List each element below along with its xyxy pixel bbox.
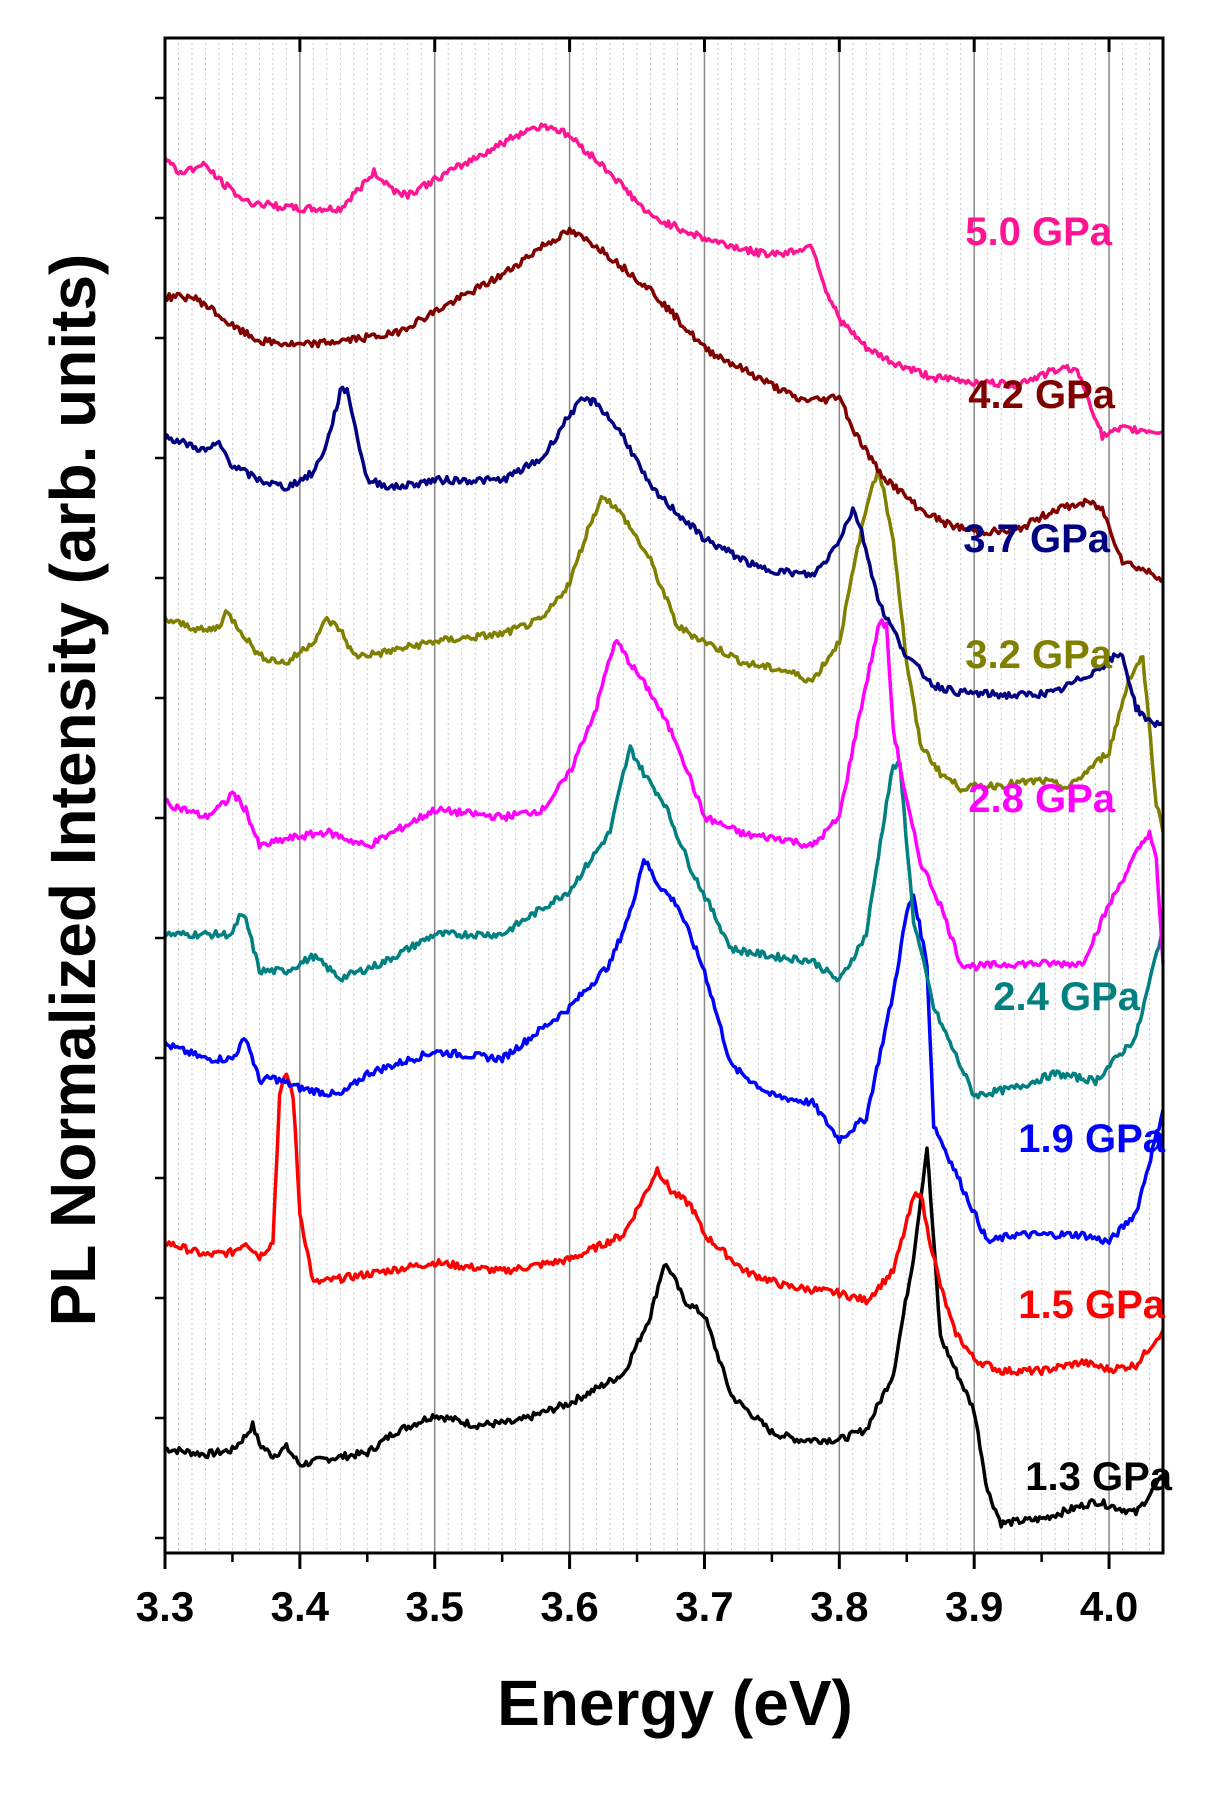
series-label: 4.2 GPa [968, 373, 1116, 417]
x-axis-title: Energy (eV) [497, 1667, 853, 1739]
series-line-32 [163, 470, 1165, 833]
plot-border [163, 36, 1165, 1555]
series-line-15 [164, 1072, 1165, 1377]
series-label: 3.2 GPa [965, 633, 1113, 677]
series-line-50 [163, 122, 1164, 441]
y-axis-title: PL Normalized Intensity (arb. units) [37, 254, 109, 1327]
x-tick-label: 3.3 [136, 1583, 194, 1630]
grid [177, 38, 1151, 1553]
series-line-28 [163, 618, 1165, 972]
x-tick-label: 3.6 [540, 1583, 598, 1630]
series-label: 1.9 GPa [1018, 1117, 1166, 1161]
x-axis: 3.3 3.4 3.5 3.6 3.7 3.8 3.9 4.0 [136, 38, 1138, 1630]
x-tick-label: 3.5 [406, 1583, 464, 1630]
x-tick-label: 3.4 [271, 1583, 330, 1630]
series-label: 5.0 GPa [965, 210, 1113, 254]
series-label: 2.8 GPa [968, 777, 1116, 821]
x-tick-label: 3.9 [945, 1583, 1003, 1630]
series-line-19 [163, 858, 1165, 1245]
series-line-42 [164, 226, 1165, 583]
series-line-37 [163, 385, 1165, 728]
plot-frame [163, 36, 1165, 1555]
series-label: 1.3 GPa [1025, 1455, 1173, 1499]
x-tick-label: 3.8 [810, 1583, 868, 1630]
series-layer [163, 122, 1165, 1529]
x-tick-label: 4.0 [1080, 1583, 1138, 1630]
series-label: 1.5 GPa [1018, 1283, 1166, 1327]
series-line-13 [164, 1146, 1164, 1529]
series-label: 3.7 GPa [963, 517, 1111, 561]
series-labels: 1.3 GPa 1.5 GPa 1.9 GPa 2.4 GPa 2.8 GPa 3.2 G… [963, 210, 1173, 1499]
series-label: 2.4 GPa [993, 975, 1141, 1019]
series-line-24 [163, 744, 1165, 1100]
x-tick-label: 3.7 [675, 1583, 733, 1630]
